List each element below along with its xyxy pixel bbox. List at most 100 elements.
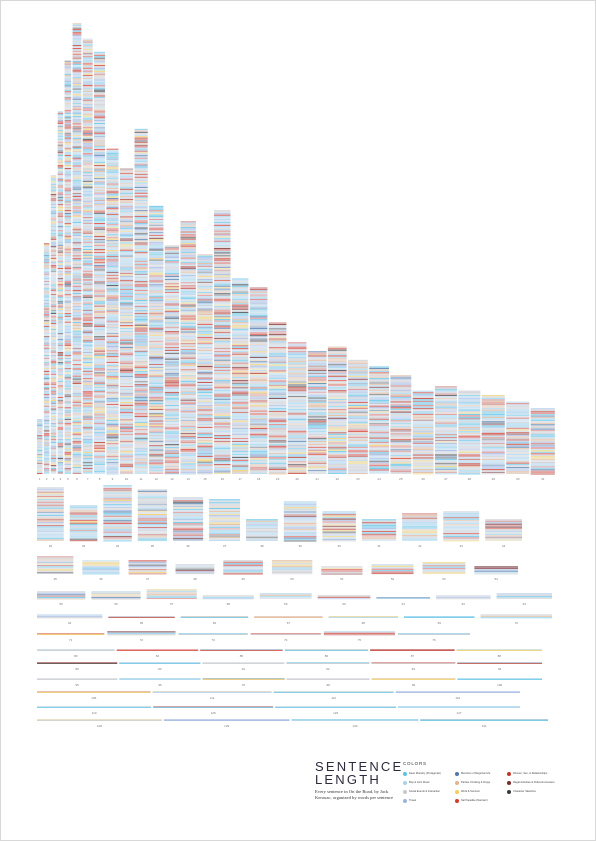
tick-label-41: 41 — [377, 544, 381, 548]
legend-label: Mentions of Regional Life — [461, 772, 491, 775]
tick-label-60: 60 — [342, 602, 346, 606]
legend-item-8: Sal Paradise (Narrator) — [455, 796, 507, 805]
bar-3-words — [50, 174, 57, 475]
legend-heading: COLORS — [403, 761, 427, 766]
chart-row-6: 71 72 73 74 75 76 — [37, 631, 470, 642]
bar-98-words — [286, 678, 370, 680]
bar-86-words — [284, 649, 369, 651]
tick-label-22: 22 — [336, 477, 340, 481]
bar-40-words — [322, 511, 356, 542]
tick-label-93: 93 — [412, 667, 416, 671]
bar-125-words — [153, 706, 274, 708]
chart-row-3: 45 46 47 48 49 50 51 52 53 54 — [37, 556, 518, 581]
bar-95-words — [37, 678, 118, 680]
tick-label-9: 9 — [112, 477, 114, 481]
tick-label-126: 126 — [333, 711, 338, 715]
tick-label-119: 119 — [92, 711, 97, 715]
bar-67-words — [254, 616, 323, 618]
tick-label-127: 127 — [457, 711, 462, 715]
legend-label: Sal Paradise (Narrator) — [461, 799, 488, 802]
bar-50-words — [271, 560, 313, 575]
bar-73-words — [178, 633, 248, 635]
tick-label-4: 4 — [60, 477, 62, 481]
bar-31-words — [530, 408, 555, 475]
bar-63-words — [496, 593, 552, 599]
tick-label-50: 50 — [290, 577, 294, 581]
bar-54-words — [474, 566, 518, 575]
tick-label-40: 40 — [337, 544, 341, 548]
legend-label: Bop & Jazz Music — [409, 781, 430, 784]
bar-53-words — [422, 562, 466, 574]
legend-label: Work & Survival — [461, 790, 480, 793]
tick-label-11: 11 — [140, 477, 143, 481]
tick-label-3: 3 — [53, 477, 55, 481]
tick-label-42: 42 — [418, 544, 422, 548]
bar-14-words — [180, 221, 196, 475]
legend-swatch-icon — [455, 789, 459, 794]
tick-label-26: 26 — [421, 477, 425, 481]
bar-87-words — [370, 649, 455, 651]
legend-item-2: Bop & Jazz Music — [403, 778, 455, 787]
chart-row-12: 128 129 130 131 — [37, 719, 548, 728]
bar-106-words — [37, 691, 151, 693]
tick-label-54: 54 — [495, 577, 499, 581]
bar-88-words — [456, 649, 542, 651]
bar-15-words — [197, 254, 213, 475]
tick-label-130: 130 — [352, 724, 357, 728]
bar-74-words — [250, 633, 321, 635]
legend-item-4: Travel — [403, 796, 455, 805]
bar-12-words — [149, 205, 164, 474]
legend-label: Women, Sex, & Relationships — [513, 772, 548, 775]
chart-row-8: 89 90 91 92 93 94 — [37, 662, 542, 671]
bar-92-words — [286, 662, 370, 664]
tick-label-46: 46 — [99, 577, 103, 581]
tick-label-14: 14 — [187, 477, 191, 481]
bar-23-words — [348, 359, 368, 475]
tick-label-86: 86 — [325, 654, 329, 658]
bar-94-words — [457, 662, 542, 664]
bar-61-words — [376, 597, 431, 599]
bar-129-words — [163, 719, 290, 721]
bar-119-words — [37, 706, 152, 708]
tick-label-74: 74 — [284, 638, 288, 642]
tick-label-31: 31 — [541, 477, 545, 481]
bar-97-words — [202, 678, 285, 680]
bar-72-words — [107, 631, 176, 636]
bar-128-words — [37, 719, 162, 721]
tick-label-98: 98 — [326, 683, 330, 687]
bar-60-words — [317, 595, 371, 600]
legend-label: Social Events & Interaction — [409, 790, 440, 793]
chart-subtitle: Every sentence in On the Road, by Jack K… — [315, 789, 393, 800]
bar-37-words — [209, 499, 241, 541]
bar-32-words — [37, 487, 64, 541]
tick-label-43: 43 — [460, 544, 464, 548]
bar-62-words — [436, 595, 491, 600]
tick-label-89: 89 — [75, 667, 79, 671]
tick-label-128: 128 — [97, 724, 102, 728]
bar-2-words — [43, 243, 50, 474]
bar-99-words — [371, 678, 456, 680]
legend-label: Parties, Drinking & Drugs — [461, 781, 491, 784]
tick-label-63: 63 — [523, 602, 527, 606]
tick-label-55: 55 — [60, 602, 64, 606]
bar-45-words — [37, 556, 74, 574]
legend-item-9: Women, Sex, & Relationships — [507, 769, 571, 778]
tick-label-16: 16 — [221, 477, 225, 481]
legend-item-10: Illegal Activities & Police Encounters — [507, 778, 571, 787]
tick-label-62: 62 — [462, 602, 466, 606]
legend-label: Character Sketches — [513, 790, 536, 793]
tick-label-90: 90 — [158, 667, 162, 671]
tick-label-95: 95 — [76, 683, 80, 687]
bar-127-words — [398, 706, 520, 708]
tick-label-68: 68 — [362, 621, 366, 625]
bar-35-words — [137, 489, 168, 542]
bar-17-words — [231, 278, 249, 474]
bar-38-words — [246, 519, 278, 541]
tick-label-28: 28 — [468, 477, 472, 481]
legend-swatch-icon — [455, 771, 459, 776]
tick-label-131: 131 — [482, 724, 487, 728]
tick-label-51: 51 — [340, 577, 344, 581]
bar-51-words — [321, 566, 363, 575]
bar-70-words — [480, 614, 552, 619]
